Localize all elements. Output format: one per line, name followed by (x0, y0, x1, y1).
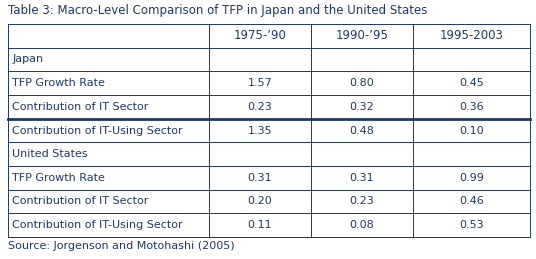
Text: 0.80: 0.80 (349, 78, 374, 88)
Text: Contribution of IT Sector: Contribution of IT Sector (12, 197, 148, 206)
Text: TFP Growth Rate: TFP Growth Rate (12, 173, 105, 183)
Text: Contribution of IT-Using Sector: Contribution of IT-Using Sector (12, 220, 183, 230)
Text: 0.08: 0.08 (349, 220, 374, 230)
Text: 0.46: 0.46 (459, 197, 483, 206)
Text: 1995-2003: 1995-2003 (440, 29, 503, 42)
Text: 0.99: 0.99 (459, 173, 483, 183)
Text: 0.10: 0.10 (459, 126, 483, 135)
Text: TFP Growth Rate: TFP Growth Rate (12, 78, 105, 88)
Text: 0.36: 0.36 (459, 102, 483, 112)
Text: 0.11: 0.11 (248, 220, 272, 230)
Text: Source: Jorgenson and Motohashi (2005): Source: Jorgenson and Motohashi (2005) (8, 241, 235, 251)
Text: 0.53: 0.53 (459, 220, 483, 230)
Text: 0.48: 0.48 (349, 126, 374, 135)
Text: 0.23: 0.23 (349, 197, 374, 206)
Text: Table 3: Macro-Level Comparison of TFP in Japan and the United States: Table 3: Macro-Level Comparison of TFP i… (8, 4, 427, 17)
Text: 0.32: 0.32 (349, 102, 374, 112)
Text: 0.31: 0.31 (349, 173, 374, 183)
Text: 1.35: 1.35 (248, 126, 272, 135)
Text: 1.57: 1.57 (248, 78, 272, 88)
Text: Japan: Japan (12, 54, 43, 64)
Text: 1990-’95: 1990-’95 (335, 29, 388, 42)
Text: Contribution of IT-Using Sector: Contribution of IT-Using Sector (12, 126, 183, 135)
Text: 0.20: 0.20 (248, 197, 272, 206)
Text: Contribution of IT Sector: Contribution of IT Sector (12, 102, 148, 112)
Text: 1975-’90: 1975-’90 (233, 29, 286, 42)
Text: United States: United States (12, 149, 88, 159)
Text: 0.23: 0.23 (248, 102, 272, 112)
Text: 0.31: 0.31 (248, 173, 272, 183)
Text: 0.45: 0.45 (459, 78, 483, 88)
